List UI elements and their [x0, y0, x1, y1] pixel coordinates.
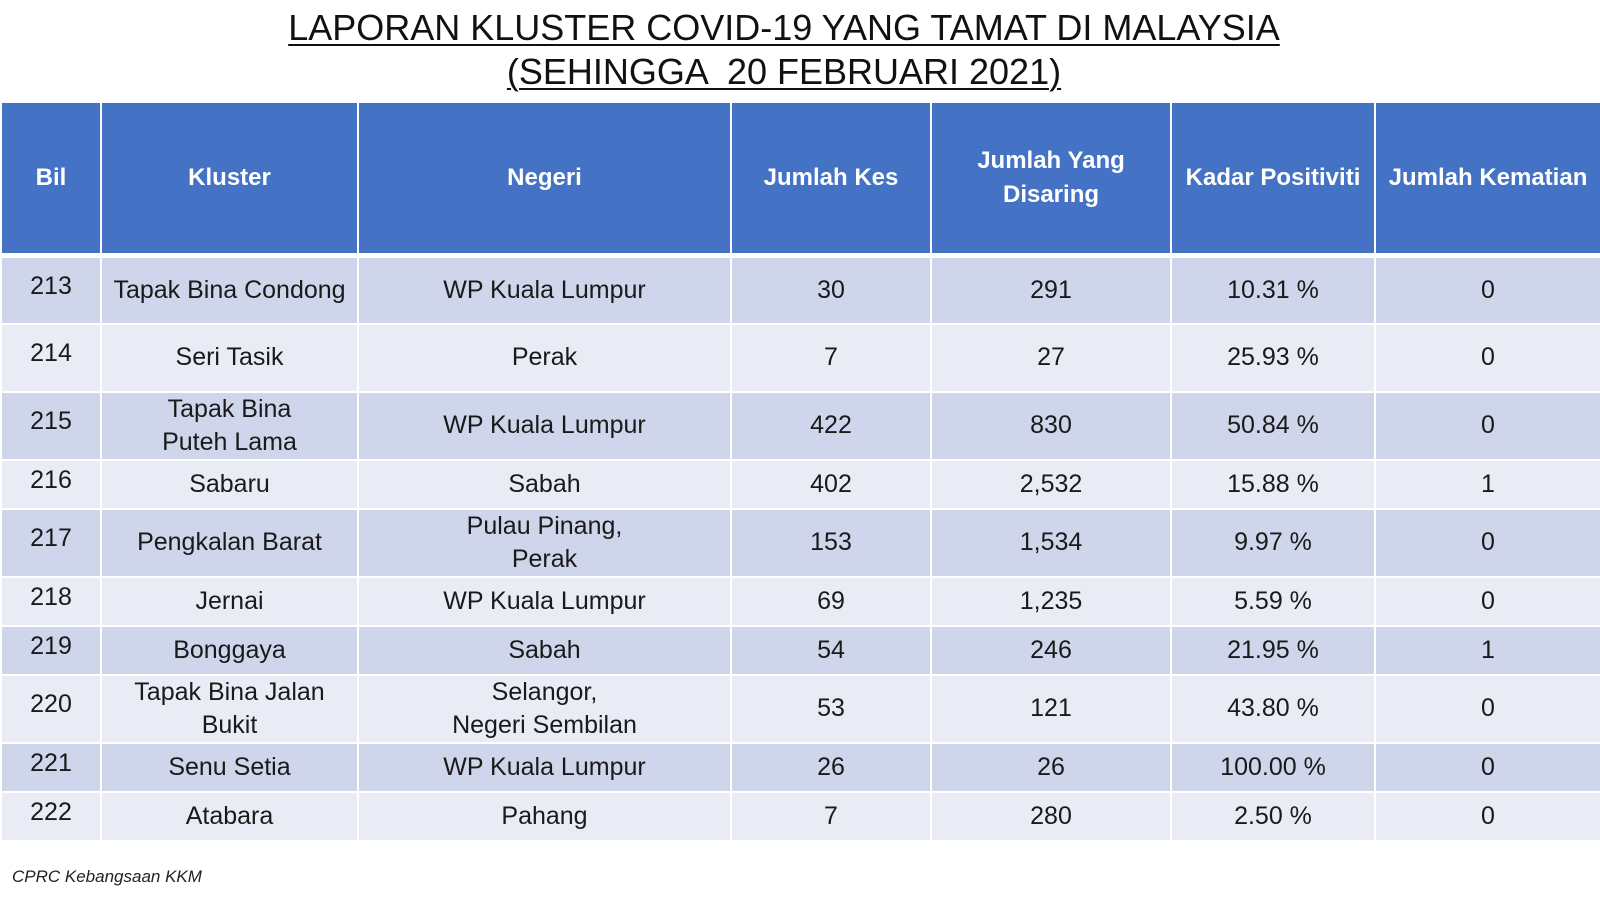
cell-kluster: Seri Tasik — [100, 322, 359, 393]
table-row: 218 Jernai WP Kuala Lumpur 69 1,235 5.59… — [0, 575, 1600, 627]
cell-jumlah-disaring: 830 — [930, 390, 1172, 461]
table-row: 219 Bonggaya Sabah 54 246 21.95 % 1 — [0, 624, 1600, 676]
cell-jumlah-kematian: 1 — [1374, 624, 1600, 676]
title-line-1: LAPORAN KLUSTER COVID-19 YANG TAMAT DI M… — [288, 7, 1280, 48]
report-title: LAPORAN KLUSTER COVID-19 YANG TAMAT DI M… — [0, 6, 1568, 94]
cell-bil: 213 — [0, 254, 102, 325]
cell-negeri: Sabah — [357, 624, 732, 676]
cell-jumlah-disaring: 26 — [930, 741, 1172, 793]
header-jumlah-disaring: Jumlah Yang Disaring — [930, 101, 1172, 258]
cell-jumlah-kes: 53 — [730, 673, 932, 744]
cell-bil: 221 — [0, 741, 102, 793]
cell-kluster: Tapak Bina Condong — [100, 254, 359, 325]
header-jumlah-disaring-line2: Disaring — [1002, 181, 1100, 208]
cell-kadar-positiviti: 5.59 % — [1170, 575, 1376, 627]
cell-jumlah-disaring: 2,532 — [930, 458, 1172, 510]
cell-negeri: WP Kuala Lumpur — [357, 390, 732, 461]
cell-kluster: Bonggaya — [100, 624, 359, 676]
header-kadar-positiviti: Kadar Positiviti — [1170, 101, 1376, 258]
table-row: 220 Tapak Bina Jalan Bukit Selangor, Neger… — [0, 673, 1600, 744]
table-row: 215 Tapak Bina Puteh Lama WP Kuala Lumpur… — [0, 390, 1600, 461]
table-row: 222 Atabara Pahang 7 280 2.50 % 0 — [0, 790, 1600, 842]
table-row: 213 Tapak Bina Condong WP Kuala Lumpur 3… — [0, 254, 1600, 325]
cell-kluster: Jernai — [100, 575, 359, 627]
cell-kluster: Atabara — [100, 790, 359, 842]
cell-jumlah-disaring: 27 — [930, 322, 1172, 393]
header-negeri: Negeri — [357, 101, 732, 258]
cell-jumlah-kematian: 0 — [1374, 575, 1600, 627]
header-kluster: Kluster — [100, 101, 359, 258]
header-jumlah-kes: Jumlah Kes — [730, 101, 932, 258]
cell-jumlah-kes: 153 — [730, 507, 932, 578]
cell-kadar-positiviti: 21.95 % — [1170, 624, 1376, 676]
cell-kluster: Senu Setia — [100, 741, 359, 793]
cell-kadar-positiviti: 9.97 % — [1170, 507, 1376, 578]
cell-kadar-positiviti: 43.80 % — [1170, 673, 1376, 744]
table-row: 214 Seri Tasik Perak 7 27 25.93 % 0 — [0, 322, 1600, 393]
cell-jumlah-kes: 26 — [730, 741, 932, 793]
cell-jumlah-kematian: 0 — [1374, 507, 1600, 578]
cell-negeri: Pahang — [357, 790, 732, 842]
cell-jumlah-disaring: 1,534 — [930, 507, 1172, 578]
cluster-table: Bil Kluster Negeri Jumlah Kes Jumlah Yan… — [0, 101, 1600, 842]
cell-jumlah-kes: 54 — [730, 624, 932, 676]
cell-jumlah-kematian: 0 — [1374, 790, 1600, 842]
header-jumlah-kematian: Jumlah Kematian — [1374, 101, 1600, 258]
cell-jumlah-kes: 30 — [730, 254, 932, 325]
cell-jumlah-kematian: 0 — [1374, 673, 1600, 744]
cell-kadar-positiviti: 2.50 % — [1170, 790, 1376, 842]
cell-bil: 216 — [0, 458, 102, 510]
cell-jumlah-kes: 7 — [730, 790, 932, 842]
table-row: 217 Pengkalan Barat Pulau Pinang, Perak 1… — [0, 507, 1600, 578]
cell-kadar-positiviti: 50.84 % — [1170, 390, 1376, 461]
cell-jumlah-disaring: 246 — [930, 624, 1172, 676]
cell-jumlah-kematian: 0 — [1374, 254, 1600, 325]
cell-jumlah-kematian: 0 — [1374, 741, 1600, 793]
cell-negeri: WP Kuala Lumpur — [357, 741, 732, 793]
cell-jumlah-kematian: 0 — [1374, 322, 1600, 393]
cell-kluster: Pengkalan Barat — [100, 507, 359, 578]
cell-kadar-positiviti: 15.88 % — [1170, 458, 1376, 510]
title-line-2: (SEHINGGA 20 FEBRUARI 2021) — [506, 51, 1062, 92]
cell-bil: 215 — [0, 390, 102, 461]
cell-negeri: Perak — [357, 322, 732, 393]
cell-kadar-positiviti: 10.31 % — [1170, 254, 1376, 325]
cell-bil: 219 — [0, 624, 102, 676]
cell-jumlah-disaring: 280 — [930, 790, 1172, 842]
cell-negeri: WP Kuala Lumpur — [357, 254, 732, 325]
cell-jumlah-kematian: 0 — [1374, 390, 1600, 461]
table-row: 221 Senu Setia WP Kuala Lumpur 26 26 100… — [0, 741, 1600, 793]
cell-jumlah-disaring: 291 — [930, 254, 1172, 325]
cell-jumlah-disaring: 121 — [930, 673, 1172, 744]
cell-jumlah-kematian: 1 — [1374, 458, 1600, 510]
cell-kluster: Tapak Bina Jalan Bukit — [100, 673, 359, 744]
source-footnote: CPRC Kebangsaan KKM — [12, 867, 202, 886]
cell-bil: 217 — [0, 507, 102, 578]
cell-bil: 214 — [0, 322, 102, 393]
cell-kadar-positiviti: 100.00 % — [1170, 741, 1376, 793]
cell-negeri: Sabah — [357, 458, 732, 510]
cell-bil: 220 — [0, 673, 102, 744]
cell-jumlah-kes: 422 — [730, 390, 932, 461]
cell-bil: 218 — [0, 575, 102, 627]
table-row: 216 Sabaru Sabah 402 2,532 15.88 % 1 — [0, 458, 1600, 510]
cell-bil: 222 — [0, 790, 102, 842]
header-jumlah-disaring-line1: Jumlah Yang — [977, 147, 1125, 174]
cell-jumlah-kes: 402 — [730, 458, 932, 510]
cell-kadar-positiviti: 25.93 % — [1170, 322, 1376, 393]
header-bil: Bil — [0, 101, 102, 258]
cell-jumlah-disaring: 1,235 — [930, 575, 1172, 627]
cell-jumlah-kes: 7 — [730, 322, 932, 393]
cell-negeri: Pulau Pinang, Perak — [357, 507, 732, 578]
cell-kluster: Sabaru — [100, 458, 359, 510]
cell-kluster: Tapak Bina Puteh Lama — [100, 390, 359, 461]
table-header-row: Bil Kluster Negeri Jumlah Kes Jumlah Yan… — [0, 101, 1600, 258]
cell-jumlah-kes: 69 — [730, 575, 932, 627]
cell-negeri: WP Kuala Lumpur — [357, 575, 732, 627]
cell-negeri: Selangor, Negeri Sembilan — [357, 673, 732, 744]
